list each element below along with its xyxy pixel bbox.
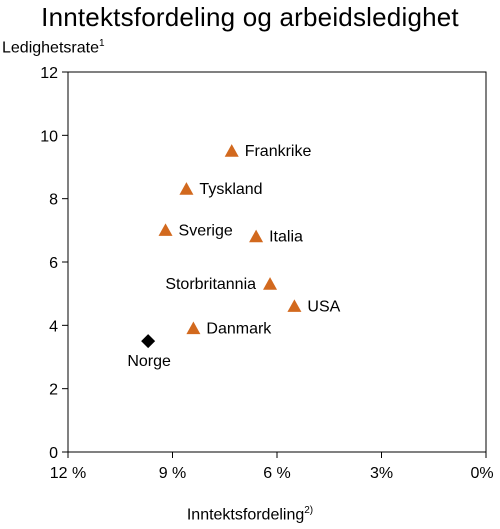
- label-usa: USA: [307, 298, 340, 315]
- data-points: Frankrike Tyskland Sverige Italia Storbritan…: [127, 143, 340, 370]
- y-axis: 0 2 4 6 8 10 12: [40, 65, 68, 462]
- y-tick-label: 6: [49, 255, 58, 272]
- x-tick-label: 9 %: [159, 465, 187, 482]
- x-axis-label: Inntektsfordeling2): [186, 505, 314, 524]
- y-tick-label: 12: [40, 65, 58, 82]
- point-danmark: [186, 321, 201, 335]
- x-tick-label: 6 %: [263, 465, 291, 482]
- x-tick-label: 3%: [370, 465, 393, 482]
- y-tick-label: 10: [40, 128, 58, 145]
- chart-title: Inntektsfordeling og arbeidsledighet: [41, 2, 459, 32]
- label-italia: Italia: [269, 229, 303, 246]
- point-sverige: [158, 223, 173, 236]
- x-tick-label: 0%: [470, 465, 493, 482]
- y-axis-label: Ledighetsrate1: [2, 38, 105, 57]
- y-tick-label: 4: [49, 318, 58, 335]
- point-storbritannia: [263, 277, 278, 290]
- y-tick-label: 2: [49, 382, 58, 399]
- x-axis: 12 % 9 % 6 % 3% 0%: [50, 452, 494, 482]
- y-tick-label: 8: [49, 192, 58, 209]
- label-storbritannia: Storbritannia: [165, 276, 256, 293]
- point-frankrike: [224, 144, 239, 157]
- label-danmark: Danmark: [206, 321, 272, 338]
- point-italia: [249, 229, 264, 243]
- y-tick-label: 0: [49, 445, 58, 462]
- point-tyskland: [179, 182, 194, 195]
- point-norge: [141, 334, 156, 349]
- label-tyskland: Tyskland: [199, 181, 262, 198]
- point-usa: [287, 299, 302, 312]
- label-norge: Norge: [127, 353, 171, 370]
- label-sverige: Sverige: [179, 222, 233, 239]
- x-tick-label: 12 %: [50, 465, 86, 482]
- label-frankrike: Frankrike: [245, 143, 312, 160]
- plot-area-frame: [67, 71, 487, 453]
